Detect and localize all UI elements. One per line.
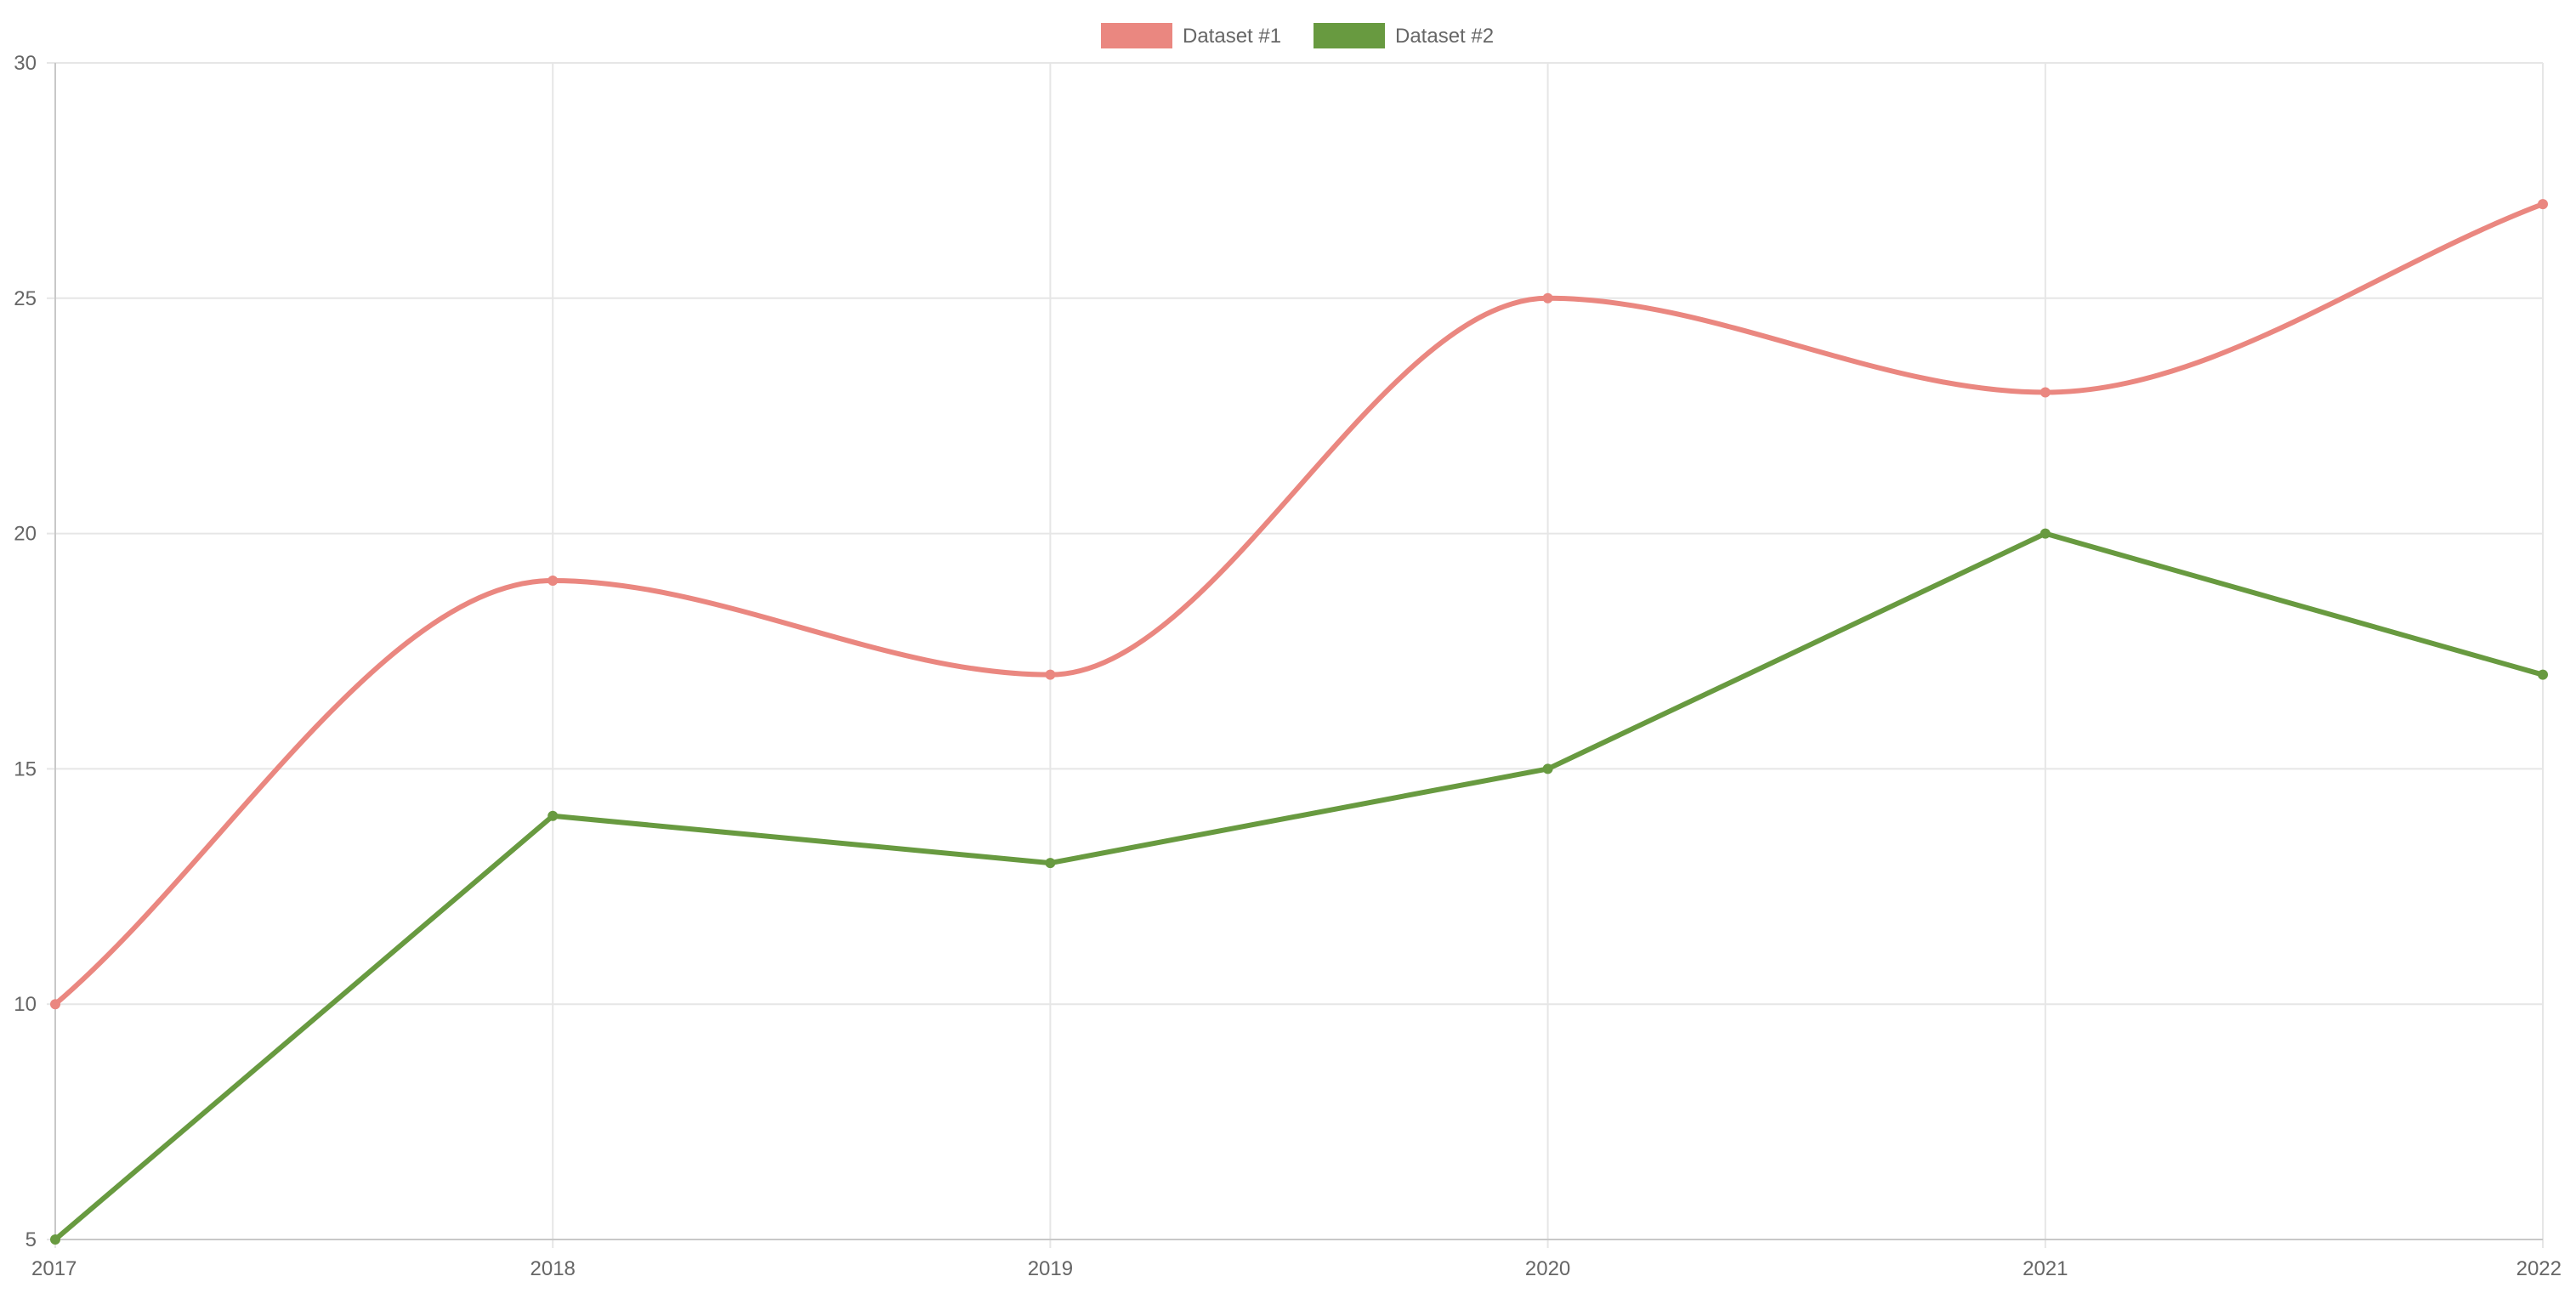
data-point[interactable] xyxy=(2040,528,2051,539)
data-point[interactable] xyxy=(1045,669,1056,680)
data-point[interactable] xyxy=(50,999,60,1010)
y-tick-label: 20 xyxy=(14,523,37,546)
data-point[interactable] xyxy=(2538,669,2548,680)
data-point[interactable] xyxy=(548,810,559,821)
y-tick-label: 25 xyxy=(14,287,37,310)
chart-legend[interactable]: Dataset #1 Dataset #2 xyxy=(1101,23,1494,48)
data-point[interactable] xyxy=(2538,199,2548,210)
data-point[interactable] xyxy=(1542,763,1553,774)
x-tick-label: 2018 xyxy=(531,1257,576,1280)
chart-series xyxy=(50,199,2548,1245)
y-tick-label: 15 xyxy=(14,757,37,780)
series-line-2 xyxy=(53,530,2545,1242)
x-axis-ticks: 2017 2018 2019 2020 2021 2022 xyxy=(31,1257,2562,1280)
series-1 xyxy=(50,199,2548,1010)
y-axis-ticks: 5 10 15 20 25 30 xyxy=(14,52,37,1251)
data-point[interactable] xyxy=(1045,858,1056,869)
x-tick-label: 2017 xyxy=(31,1257,77,1280)
legend-label: Dataset #1 xyxy=(1183,25,1281,48)
data-point[interactable] xyxy=(1542,292,1553,303)
data-point[interactable] xyxy=(548,575,559,586)
y-tick-label: 5 xyxy=(26,1228,37,1251)
series-2 xyxy=(50,528,2548,1245)
chart-axes xyxy=(54,63,2543,1240)
legend-swatch xyxy=(1101,23,1172,48)
series-line-1 xyxy=(53,201,2545,1007)
data-point[interactable] xyxy=(50,1234,60,1245)
x-tick-label: 2020 xyxy=(1525,1257,1570,1280)
legend-item-2[interactable]: Dataset #2 xyxy=(1314,23,1494,48)
y-tick-label: 30 xyxy=(14,52,37,75)
x-tick-label: 2022 xyxy=(2516,1257,2562,1280)
legend-swatch xyxy=(1314,23,1385,48)
y-tick-label: 10 xyxy=(14,993,37,1016)
data-point[interactable] xyxy=(2040,387,2051,398)
x-tick-label: 2019 xyxy=(1028,1257,1073,1280)
legend-label: Dataset #2 xyxy=(1395,25,1494,48)
x-tick-label: 2021 xyxy=(2023,1257,2068,1280)
legend-item-1[interactable]: Dataset #1 xyxy=(1101,23,1281,48)
chart-grid xyxy=(47,62,2544,1248)
